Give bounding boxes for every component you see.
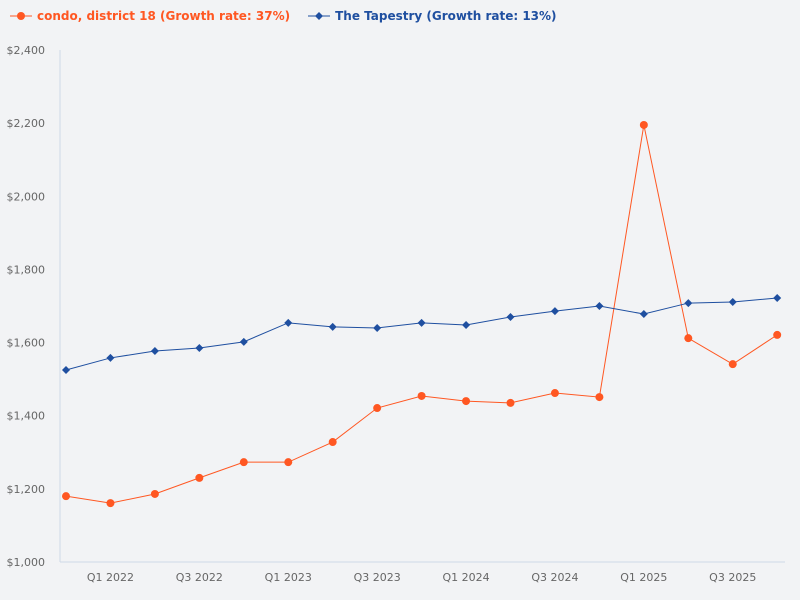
series-line-1 [65, 297, 778, 371]
data-point-diamond [328, 322, 337, 331]
legend: condo, district 18 (Growth rate: 37%) Th… [10, 9, 557, 23]
x-tick-label: Q1 2024 [442, 571, 489, 584]
x-tick-label: Q3 2025 [709, 571, 756, 584]
data-point-diamond [506, 312, 515, 321]
data-point-circle [62, 492, 70, 501]
data-point-diamond [773, 293, 782, 302]
data-point-diamond [550, 307, 559, 316]
legend-label-tapestry: The Tapestry (Growth rate: 13%) [335, 9, 557, 23]
data-point-circle [150, 489, 159, 498]
legend-item-condo[interactable]: condo, district 18 (Growth rate: 37%) [10, 9, 290, 23]
data-point-diamond [462, 321, 471, 330]
x-tick-label: Q1 2025 [620, 571, 667, 584]
data-point-circle [328, 438, 337, 447]
y-tick-label: $1,800 [7, 263, 46, 276]
data-point-diamond [728, 297, 737, 306]
y-tick-label: $1,600 [7, 337, 46, 350]
data-point-diamond [62, 366, 70, 374]
legend-diamond-marker-icon [308, 12, 331, 20]
data-point-circle [462, 397, 471, 406]
series-line-0 [65, 124, 778, 504]
legend-item-tapestry[interactable]: The Tapestry (Growth rate: 13%) [308, 9, 557, 23]
y-tick-label: $2,000 [7, 190, 46, 203]
y-tick-label: $1,400 [7, 410, 46, 423]
data-point-diamond [417, 318, 426, 327]
data-point-diamond [639, 310, 648, 319]
data-point-diamond [373, 323, 382, 332]
x-tick-label: Q3 2022 [176, 571, 223, 584]
legend-label-condo: condo, district 18 (Growth rate: 37%) [37, 9, 291, 23]
data-point-circle [106, 499, 115, 508]
y-tick-label: $2,200 [7, 117, 46, 130]
data-point-circle [595, 393, 604, 402]
data-point-diamond [684, 299, 693, 308]
data-point-circle [773, 330, 782, 339]
data-point-circle [684, 334, 693, 343]
data-point-circle [284, 458, 293, 467]
data-point-circle [550, 389, 559, 398]
data-point-circle [417, 391, 426, 400]
data-point-diamond [195, 344, 204, 353]
x-tick-label: Q3 2024 [531, 571, 578, 584]
data-point-diamond [239, 337, 248, 346]
data-point-circle [373, 404, 382, 413]
data-point-diamond [595, 302, 604, 310]
x-tick-label: Q1 2023 [265, 571, 312, 584]
x-tick-label: Q3 2023 [354, 571, 401, 584]
data-point-diamond [150, 346, 159, 355]
data-point-circle [728, 360, 737, 369]
data-point-circle [195, 473, 204, 482]
y-tick-label: $1,200 [7, 483, 46, 496]
x-tick-label: Q1 2022 [87, 571, 134, 584]
y-tick-label: $2,400 [7, 44, 46, 57]
data-point-circle [639, 120, 648, 129]
data-point-circle [239, 458, 248, 467]
data-point-diamond [106, 353, 115, 362]
data-point-diamond [284, 318, 293, 327]
y-tick-label: $1,000 [7, 556, 46, 569]
data-point-circle [506, 398, 515, 407]
legend-circle-marker-icon [10, 12, 32, 20]
